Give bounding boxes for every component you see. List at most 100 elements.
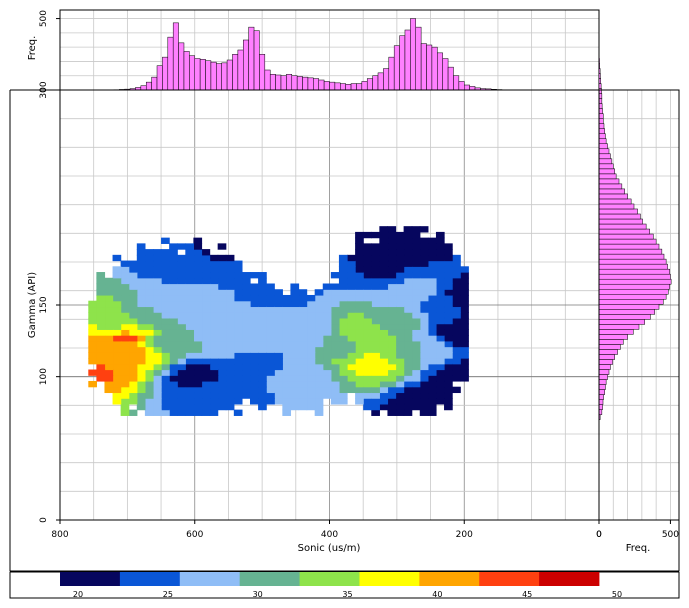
density-cell: [136, 358, 146, 365]
density-cell: [419, 403, 429, 411]
density-cell: [395, 260, 405, 267]
density-cell: [290, 398, 300, 405]
density-cell: [177, 398, 186, 405]
density-cell: [161, 375, 170, 382]
density-cell: [169, 283, 178, 290]
density-cell: [427, 403, 437, 411]
density-cell: [104, 317, 114, 325]
density-cell: [460, 375, 469, 382]
right-hist-bar: [598, 213, 641, 220]
density-cell: [161, 329, 170, 336]
density-cell: [338, 254, 348, 262]
density-cell: [161, 289, 170, 296]
density-cell: [193, 358, 203, 365]
density-cell: [379, 243, 389, 250]
density-cell: [177, 300, 186, 308]
density-cell: [96, 375, 106, 382]
top-hist-bar: [404, 29, 411, 91]
density-cell: [387, 231, 397, 239]
density-cell: [395, 380, 405, 388]
density-cell: [395, 340, 405, 348]
density-cell: [282, 358, 292, 365]
density-cell: [193, 403, 203, 411]
density-cell: [403, 375, 413, 382]
density-cell: [419, 237, 429, 244]
density-cell: [435, 243, 445, 250]
density-cell: [104, 352, 114, 359]
density-cell: [193, 249, 203, 256]
density-cell: [395, 231, 405, 239]
density-cell: [104, 306, 114, 313]
density-cell: [387, 266, 397, 273]
density-cell: [152, 260, 162, 267]
density-cell: [225, 392, 235, 399]
density-cell: [177, 306, 186, 313]
density-cell: [403, 369, 413, 376]
density-cell: [395, 392, 405, 399]
density-cell: [152, 306, 162, 313]
density-cell: [411, 329, 421, 336]
density-cell: [128, 329, 138, 336]
density-cell: [371, 231, 380, 239]
density-cell: [144, 335, 154, 342]
density-cell: [274, 294, 283, 302]
x-tick-label: 800: [51, 530, 68, 540]
density-cell: [136, 306, 146, 313]
density-cell: [120, 363, 130, 371]
density-cell: [217, 277, 227, 285]
density-cell: [88, 300, 97, 308]
density-cell: [419, 266, 429, 273]
density-cell: [233, 346, 243, 353]
density-cell: [322, 352, 332, 359]
right-hist-bar: [598, 108, 603, 114]
density-cell: [419, 283, 429, 290]
density-cell: [169, 254, 178, 262]
density-cell: [379, 346, 389, 353]
density-cell: [201, 283, 211, 290]
density-cell: [120, 312, 130, 319]
density-cell: [120, 329, 130, 336]
density-cell: [258, 323, 267, 330]
density-cell: [144, 323, 154, 330]
density-cell: [136, 323, 146, 330]
density-cell: [161, 294, 170, 302]
density-cell: [185, 306, 195, 313]
density-cell: [128, 317, 138, 325]
density-cell: [169, 340, 178, 348]
density-cell: [120, 306, 130, 313]
density-cell: [452, 329, 461, 336]
density-cell: [411, 283, 421, 290]
density-cell: [322, 363, 332, 371]
density-cell: [217, 300, 227, 308]
density-cell: [338, 358, 348, 365]
density-cell: [209, 346, 219, 353]
right-hist-tick-label: 500: [662, 530, 679, 540]
colorbar-tick-label: 30: [253, 590, 263, 599]
density-cell: [104, 294, 114, 302]
density-cell: [427, 323, 437, 330]
density-cell: [338, 380, 348, 388]
density-cell: [371, 363, 380, 371]
density-cell: [161, 340, 170, 348]
density-cell: [403, 283, 413, 290]
density-cell: [209, 340, 219, 348]
density-cell: [347, 300, 356, 308]
density-cell: [347, 352, 356, 359]
density-cell: [290, 340, 300, 348]
density-cell: [355, 329, 364, 336]
density-cell: [444, 329, 453, 336]
density-cell: [128, 363, 138, 371]
density-cell: [419, 226, 429, 233]
density-cell: [185, 335, 195, 342]
density-cell: [233, 300, 243, 308]
density-cell: [306, 317, 316, 325]
density-cell: [193, 386, 203, 394]
density-cell: [225, 375, 235, 382]
density-cell: [233, 294, 243, 302]
density-cell: [435, 340, 445, 348]
density-cell: [112, 294, 122, 302]
top-hist-frame: [59, 9, 600, 91]
density-cell: [128, 375, 138, 382]
colorbar-swatch: [479, 572, 540, 586]
density-cell: [427, 392, 437, 399]
